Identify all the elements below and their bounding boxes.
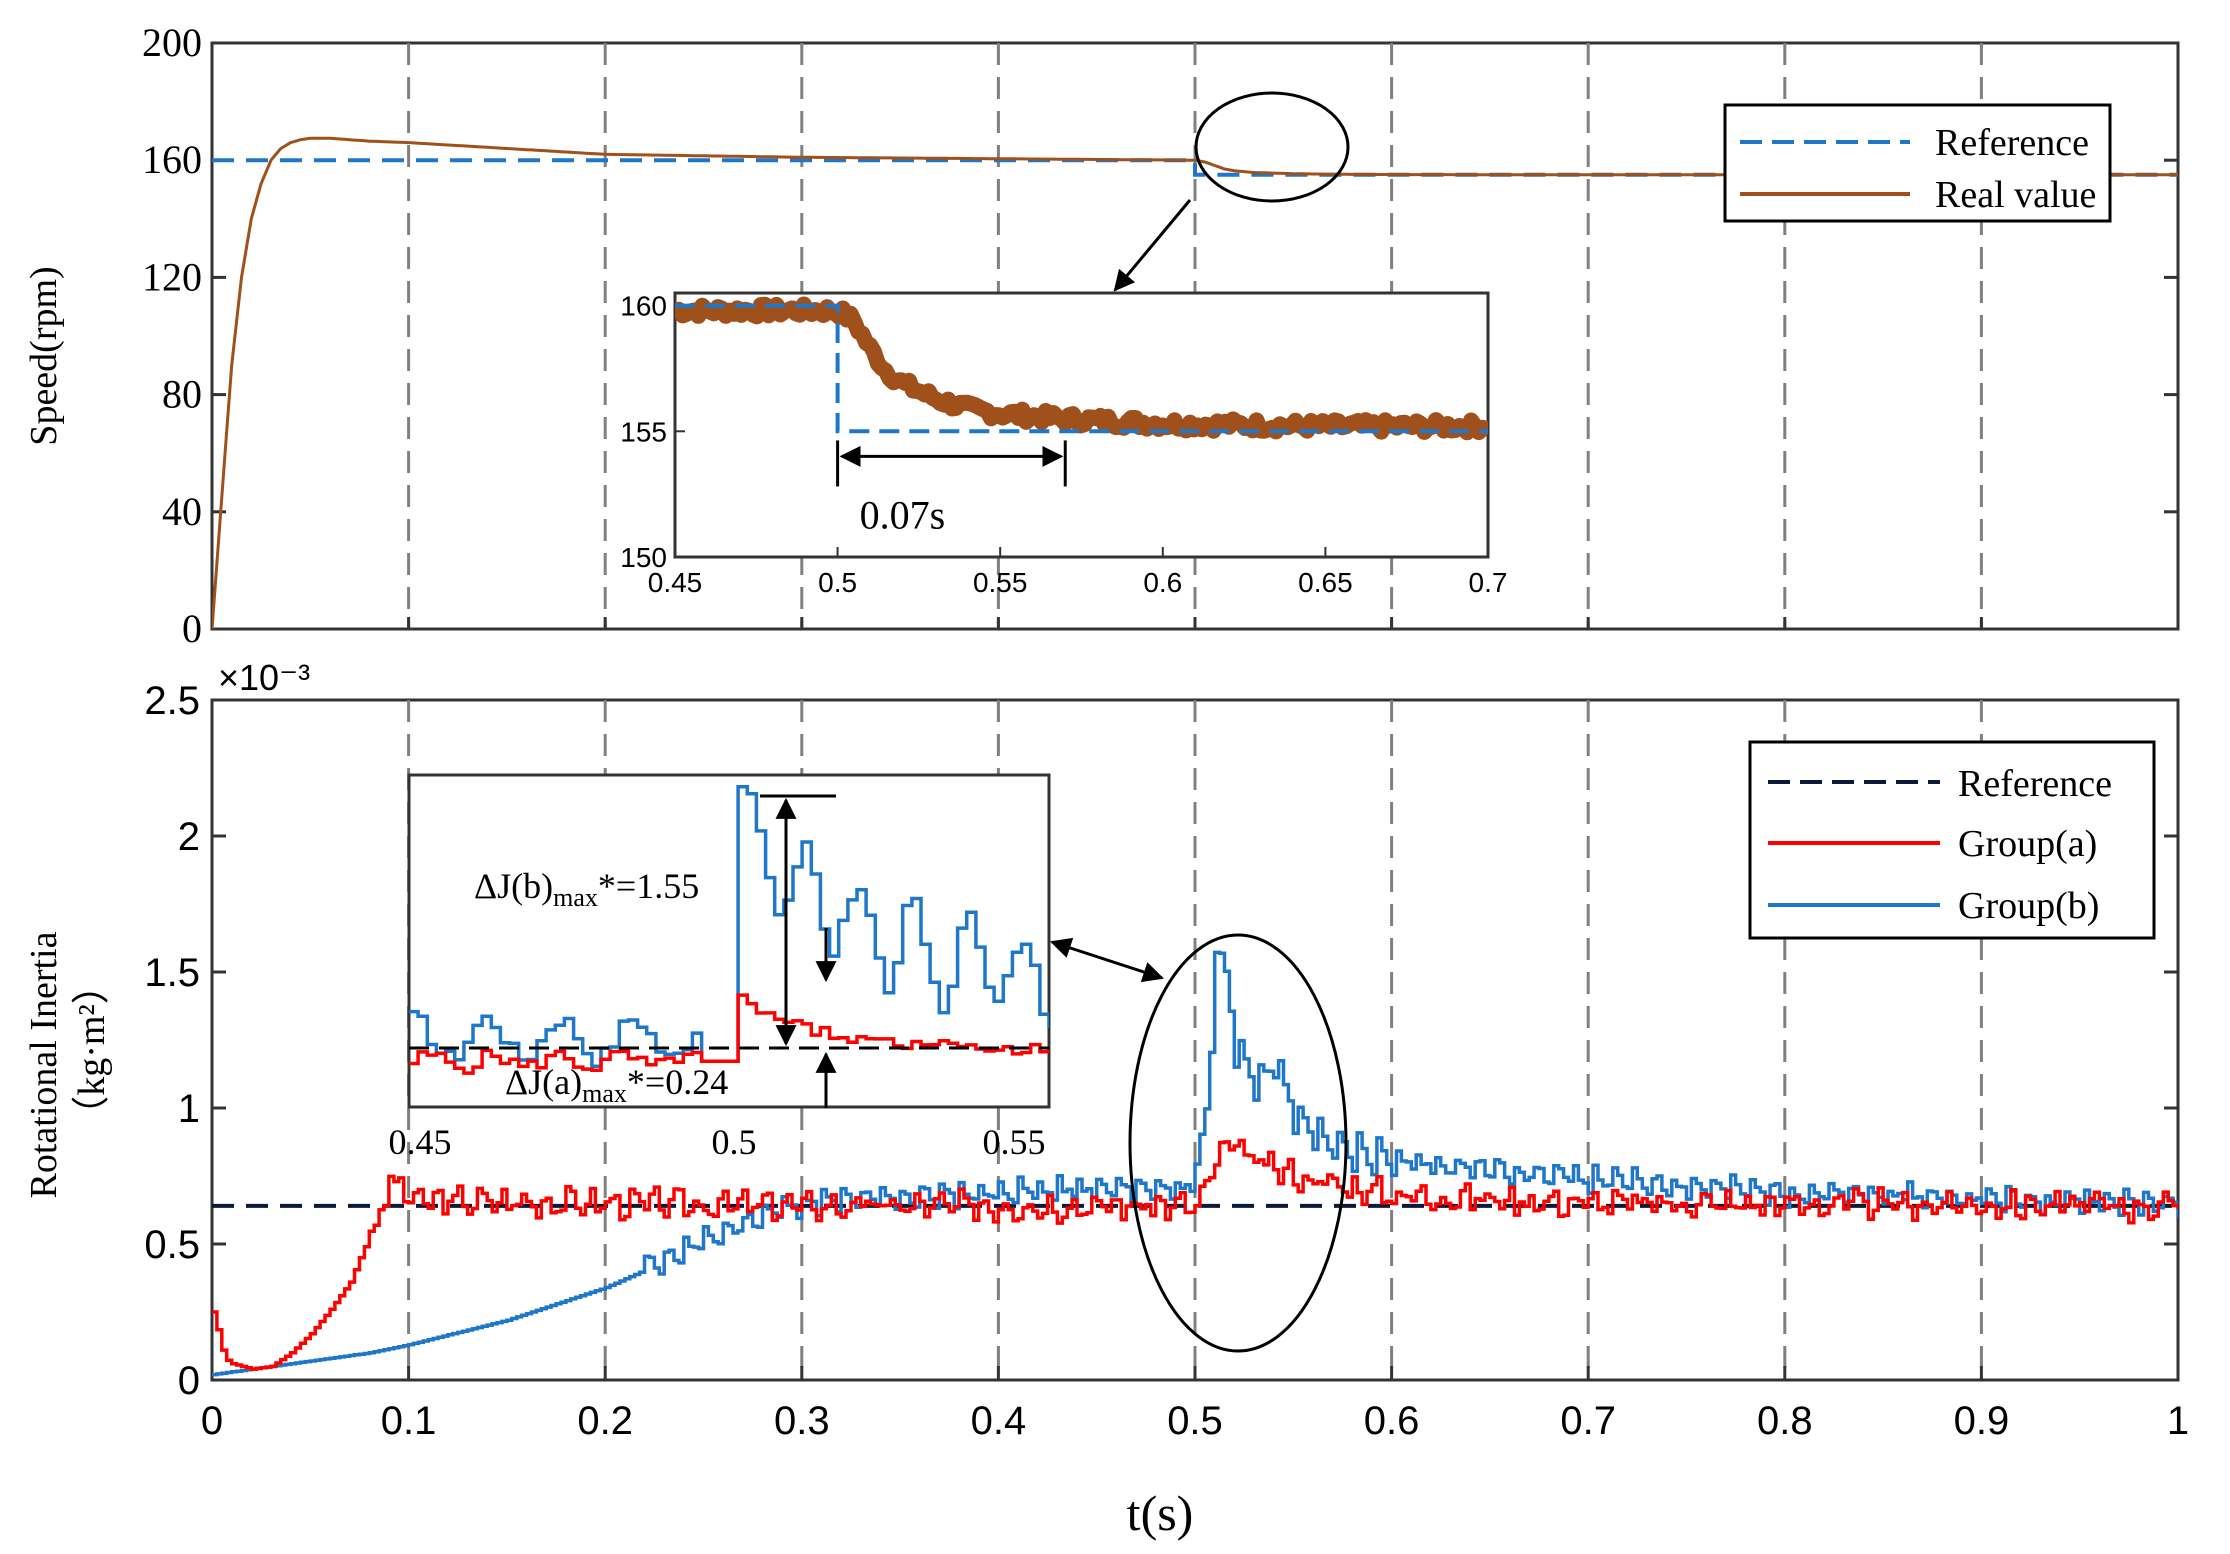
legend-inertia-reference-label: Reference (1958, 763, 2112, 805)
speed-y-axis-label: Speed(rpm) (23, 266, 65, 445)
delta-ja-annotation: ΔJ(a)max*=0.24 (505, 1062, 728, 1108)
speed-inset-x-tick-label: 0.7 (1469, 567, 1508, 598)
speed-inset-real-value-band (675, 296, 1488, 441)
inertia-y-tick-label: 2 (178, 815, 200, 859)
delta-jb-annotation: ΔJ(b)max*=1.55 (474, 866, 699, 912)
speed-y-tick-label: 0 (182, 606, 202, 651)
inertia-x-tick-label: 0.1 (381, 1399, 437, 1443)
inertia-x-tick-label: 0.5 (1167, 1399, 1223, 1443)
inertia-x-tick-label: 0.4 (971, 1399, 1027, 1443)
speed-y-tick-label: 80 (162, 372, 202, 417)
inertia-inset-group-a-line (409, 993, 1049, 1075)
speed-inset-x-tick-label: 0.55 (973, 567, 1028, 598)
inertia-y-tick-label: 1.5 (144, 951, 200, 995)
delta-jb-symbol: ΔJ(b) (474, 866, 553, 906)
speed-inset-x-tick-label: 0.45 (648, 567, 703, 598)
speed-inset-x-tick-label: 0.65 (1298, 567, 1353, 598)
inertia-zoom-arrow (1050, 937, 1164, 983)
legend-group-b-label: Group(b) (1958, 885, 2099, 927)
inertia-legend: Reference Group(a) Group(b) (1748, 740, 2156, 940)
inertia-y-axis-label-line1: Rotational Inertia (23, 931, 65, 1198)
inertia-x-tick-label: 0.3 (774, 1399, 830, 1443)
inertia-ticks: 0 0.1 0.2 0.3 0.4 0.5 0.6 0.7 0.8 0.9 1 0 0.5 1 1.5 2 2.… (144, 679, 2189, 1443)
speed-y-tick-label: 40 (162, 489, 202, 534)
speed-y-tick-label: 200 (142, 20, 202, 65)
inertia-highlight-ellipse (1128, 933, 1348, 1353)
inertia-x-tick-label: 0.8 (1757, 1399, 1813, 1443)
speed-legend: Reference Real value (1723, 103, 2112, 223)
delta-ja-subscript: max (582, 1079, 627, 1108)
speed-inset-y-tick-label: 160 (620, 291, 667, 322)
inertia-y-tick-label: 0.5 (144, 1223, 200, 1267)
inertia-y-tick-label: 0 (178, 1359, 200, 1403)
inertia-inset-xtick-label: 0.5 (712, 1122, 757, 1162)
speed-y-ticks: 0 40 80 120 160 200 (142, 20, 2178, 651)
speed-highlight-ellipse (1194, 91, 1350, 203)
inertia-y-axis-label-line2: （kg·m²） (71, 966, 113, 1134)
inertia-inset-xtick-label: 0.45 (389, 1122, 452, 1162)
delta-ja-value: *=0.24 (627, 1062, 728, 1102)
inertia-x-tick-label: 0.7 (1560, 1399, 1616, 1443)
delta-ja-symbol: ΔJ(a) (505, 1062, 582, 1102)
speed-y-tick-label: 120 (142, 254, 202, 299)
speed-inset-reference-line (675, 303, 1488, 434)
inertia-inset-xtick-label: 0.55 (983, 1122, 1046, 1162)
legend-reference-label: Reference (1935, 122, 2089, 164)
speed-inset: 0.45 0.5 0.55 0.6 0.65 0.7 150 155 160 0.07s (620, 291, 1507, 598)
legend-real-value-label: Real value (1935, 174, 2096, 216)
inertia-x-tick-label: 0.6 (1364, 1399, 1420, 1443)
x-axis-label: t(s) (1127, 1485, 1194, 1541)
inertia-inset-frame (407, 773, 1051, 1109)
inertia-x-tick-label: 0.2 (577, 1399, 633, 1443)
speed-zoom-arrow (1113, 199, 1192, 292)
y-multiplier-label: ×10⁻³ (218, 657, 310, 698)
inertia-inset: ΔJ(b)max*=1.55 ΔJ(a)max*=0.24 0.45 0.5 0… (389, 773, 1051, 1162)
inertia-x-tick-label: 0.9 (1954, 1399, 2010, 1443)
speed-y-tick-label: 160 (142, 137, 202, 182)
delta-jb-value: *=1.55 (598, 866, 699, 906)
inertia-x-tick-label: 0 (201, 1399, 223, 1443)
speed-inset-ticks: 0.45 0.5 0.55 0.6 0.65 0.7 150 155 160 (620, 291, 1507, 598)
speed-plot: 0 40 80 120 160 200 Speed(rpm) Reference Real… (23, 20, 2180, 651)
speed-inset-x-tick-label: 0.6 (1143, 567, 1182, 598)
settling-time-label: 0.07s (860, 492, 946, 537)
inertia-x-tick-label: 1 (2167, 1399, 2189, 1443)
inertia-inset-group-b-line (409, 784, 1049, 1068)
speed-legend-box (1723, 103, 2112, 223)
speed-inset-y-tick-label: 155 (620, 416, 667, 447)
inertia-y-tick-label: 1 (178, 1087, 200, 1131)
legend-group-a-label: Group(a) (1958, 823, 2097, 865)
inertia-plot: 0 0.1 0.2 0.3 0.4 0.5 0.6 0.7 0.8 0.9 1 0 0.5 1 1.5 2 2.… (23, 657, 2189, 1541)
inertia-y-tick-label: 2.5 (144, 679, 200, 723)
speed-inset-x-tick-label: 0.5 (818, 567, 857, 598)
delta-jb-subscript: max (553, 883, 598, 912)
speed-inset-y-tick-label: 150 (620, 542, 667, 573)
speed-reference-line (212, 158, 2178, 177)
group-a-line (212, 1138, 2178, 1371)
